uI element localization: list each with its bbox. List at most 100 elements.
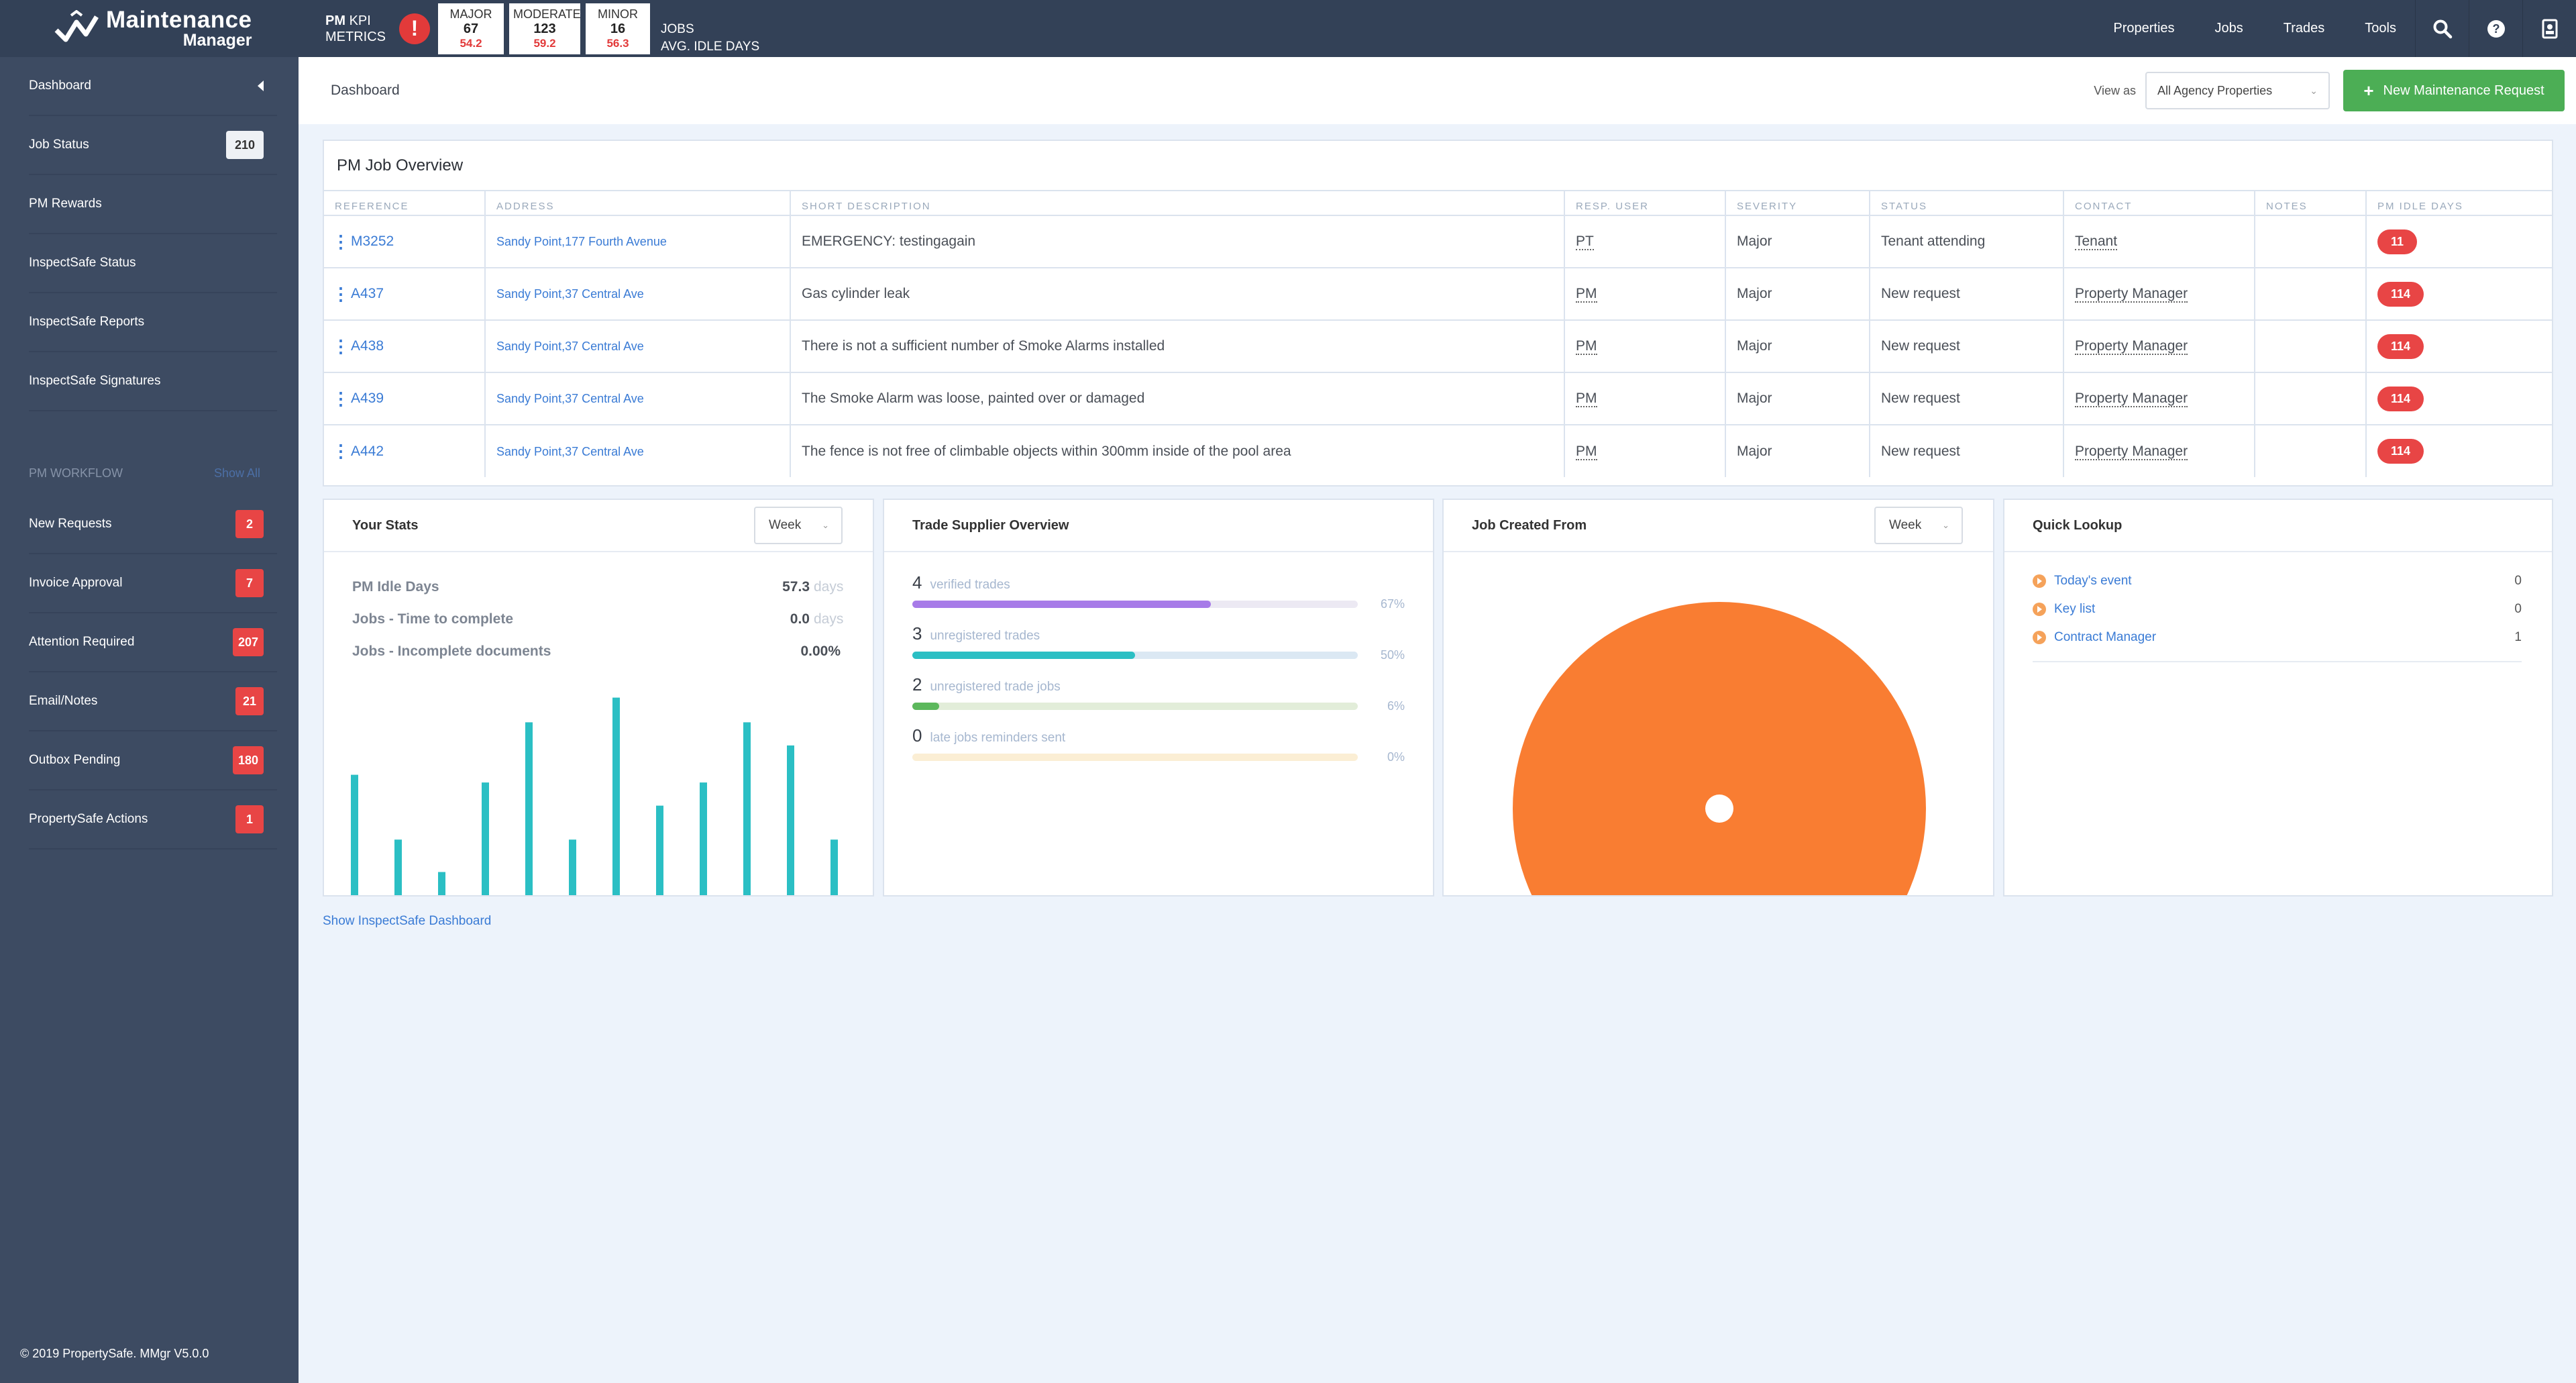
lookup-label[interactable]: Today's event <box>2054 574 2132 588</box>
resp-user[interactable]: PM <box>1576 338 1597 355</box>
job-reference-link[interactable]: A437 <box>351 286 384 301</box>
alert-icon[interactable]: ! <box>399 13 430 44</box>
table-row[interactable]: ⋮ M3252 Sandy Point,177 Fourth Avenue EME… <box>324 215 2552 268</box>
address-link[interactable]: Sandy Point,37 Central Ave <box>496 392 644 405</box>
lookup-label[interactable]: Contract Manager <box>2054 630 2157 644</box>
col-notes[interactable]: NOTES <box>2255 191 2367 216</box>
stats-bar[interactable] <box>569 839 576 895</box>
row-menu-icon[interactable]: ⋮ <box>332 336 350 356</box>
row-menu-icon[interactable]: ⋮ <box>332 283 350 304</box>
trade-supplier-card: Trade Supplier Overview 4 verified trades… <box>883 499 1434 897</box>
col-address[interactable]: ADDRESS <box>485 191 791 216</box>
stats-bar[interactable] <box>656 805 663 895</box>
trade-stat[interactable]: 4 verified trades 67% <box>884 572 1433 611</box>
nav-properties[interactable]: Properties <box>2113 21 2175 36</box>
account-button[interactable] <box>2522 0 2576 57</box>
new-maintenance-request-button[interactable]: + New Maintenance Request <box>2343 70 2565 111</box>
stats-bar[interactable] <box>482 782 489 895</box>
collapse-caret-icon[interactable] <box>258 81 264 91</box>
show-all-link[interactable]: Show All <box>213 466 260 480</box>
contact[interactable]: Property Manager <box>2075 391 2188 407</box>
kpi-box-moderate[interactable]: MODERATE 123 59.2 <box>509 3 581 54</box>
breadcrumb[interactable]: Dashboard <box>331 83 400 98</box>
sidebar-item-inspectsafe-reports[interactable]: InspectSafe Reports <box>29 293 277 352</box>
col-reference[interactable]: REFERENCE <box>324 191 486 216</box>
sidebar-item-attention-required[interactable]: Attention Required 207 <box>29 613 277 672</box>
col-contact[interactable]: CONTACT <box>2063 191 2255 216</box>
row-menu-icon[interactable]: ⋮ <box>332 441 350 461</box>
view-as-select[interactable]: All Agency Properties ⌄ <box>2145 72 2330 109</box>
severity: Major <box>1737 234 1772 249</box>
job-reference-link[interactable]: A442 <box>351 443 384 459</box>
nav-jobs[interactable]: Jobs <box>2214 21 2243 36</box>
sidebar-item-dashboard[interactable]: Dashboard <box>29 57 277 116</box>
stats-bar[interactable] <box>612 697 620 895</box>
job-reference-link[interactable]: A439 <box>351 391 384 406</box>
col-short-description[interactable]: SHORT DESCRIPTION <box>790 191 1565 216</box>
resp-user[interactable]: PM <box>1576 443 1597 460</box>
table-row[interactable]: ⋮ A439 Sandy Point,37 Central Ave The Smo… <box>324 372 2552 425</box>
show-inspectsafe-dashboard-link[interactable]: Show InspectSafe Dashboard <box>323 914 492 928</box>
stats-bar[interactable] <box>394 839 402 895</box>
nav-tools[interactable]: Tools <box>2365 21 2396 36</box>
sidebar-item-propertysafe-actions[interactable]: PropertySafe Actions 1 <box>29 790 277 850</box>
contact[interactable]: Tenant <box>2075 234 2118 250</box>
job-reference-link[interactable]: A438 <box>351 338 384 354</box>
trade-label: unregistered trade jobs <box>930 680 1061 694</box>
stats-bar[interactable] <box>743 722 751 895</box>
sidebar-item-new-requests[interactable]: New Requests 2 <box>29 495 277 554</box>
pie-slice[interactable] <box>1513 602 1926 897</box>
sidebar-item-inspectsafe-status[interactable]: InspectSafe Status <box>29 234 277 293</box>
sidebar-item-job-status[interactable]: Job Status 210 <box>29 116 277 175</box>
nav-trades[interactable]: Trades <box>2283 21 2325 36</box>
contact[interactable]: Property Manager <box>2075 338 2188 355</box>
stats-bar[interactable] <box>700 782 707 895</box>
row-menu-icon[interactable]: ⋮ <box>332 231 350 252</box>
stats-bar[interactable] <box>525 722 533 895</box>
contact[interactable]: Property Manager <box>2075 286 2188 303</box>
contact[interactable]: Property Manager <box>2075 443 2188 460</box>
resp-user[interactable]: PT <box>1576 234 1594 250</box>
kpi-box-major[interactable]: MAJOR 67 54.2 <box>438 3 504 54</box>
col-severity[interactable]: SEVERITY <box>1725 191 1870 216</box>
sidebar-item-email-notes[interactable]: Email/Notes 21 <box>29 672 277 731</box>
stats-bar[interactable] <box>830 839 838 895</box>
job-reference-link[interactable]: M3252 <box>351 234 394 249</box>
sidebar-item-pm-rewards[interactable]: PM Rewards <box>29 175 277 234</box>
col-resp-user[interactable]: RESP. USER <box>1564 191 1726 216</box>
stats-bar[interactable] <box>351 774 358 895</box>
sidebar-item-inspectsafe-signatures[interactable]: InspectSafe Signatures <box>29 352 277 411</box>
stats-bar[interactable] <box>438 872 445 896</box>
trade-count: 2 <box>912 674 922 695</box>
quick-lookup-item-contract-manager[interactable]: Contract Manager 1 <box>2004 623 2552 652</box>
kpi-box-minor[interactable]: MINOR 16 56.3 <box>586 3 650 54</box>
lookup-label[interactable]: Key list <box>2054 602 2096 616</box>
address-link[interactable]: Sandy Point,37 Central Ave <box>496 444 644 458</box>
table-row[interactable]: ⋮ A438 Sandy Point,37 Central Ave There i… <box>324 320 2552 373</box>
job-description: The Smoke Alarm was loose, painted over … <box>802 391 1145 406</box>
col-status[interactable]: STATUS <box>1870 191 2064 216</box>
stat-label: Jobs - Time to complete <box>352 611 513 627</box>
quick-lookup-item-todays-event[interactable]: Today's event 0 <box>2004 567 2552 595</box>
period-select[interactable]: Week ⌄ <box>1874 507 1963 544</box>
table-row[interactable]: ⋮ A442 Sandy Point,37 Central Ave The fen… <box>324 425 2552 477</box>
stats-bar[interactable] <box>787 745 794 895</box>
quick-lookup-item-key-list[interactable]: Key list 0 <box>2004 595 2552 623</box>
address-link[interactable]: Sandy Point,37 Central Ave <box>496 287 644 301</box>
address-link[interactable]: Sandy Point,177 Fourth Avenue <box>496 235 667 248</box>
col-pm-idle-days[interactable]: PM IDLE DAYS <box>2366 191 2552 216</box>
period-select[interactable]: Week ⌄ <box>754 507 843 544</box>
trade-stat[interactable]: 3 unregistered trades 50% <box>884 623 1433 662</box>
search-button[interactable] <box>2415 0 2469 57</box>
resp-user[interactable]: PM <box>1576 286 1597 303</box>
trade-stat[interactable]: 2 unregistered trade jobs 6% <box>884 674 1433 713</box>
address-link[interactable]: Sandy Point,37 Central Ave <box>496 340 644 353</box>
help-button[interactable]: ? <box>2469 0 2522 57</box>
trade-stat[interactable]: 0 late jobs reminders sent 0% <box>884 725 1433 764</box>
brand-logo[interactable]: Maintenance Manager <box>0 0 299 57</box>
sidebar-item-outbox-pending[interactable]: Outbox Pending 180 <box>29 731 277 790</box>
table-row[interactable]: ⋮ A437 Sandy Point,37 Central Ave Gas cyl… <box>324 268 2552 321</box>
row-menu-icon[interactable]: ⋮ <box>332 388 350 409</box>
sidebar-item-invoice-approval[interactable]: Invoice Approval 7 <box>29 554 277 613</box>
resp-user[interactable]: PM <box>1576 391 1597 407</box>
